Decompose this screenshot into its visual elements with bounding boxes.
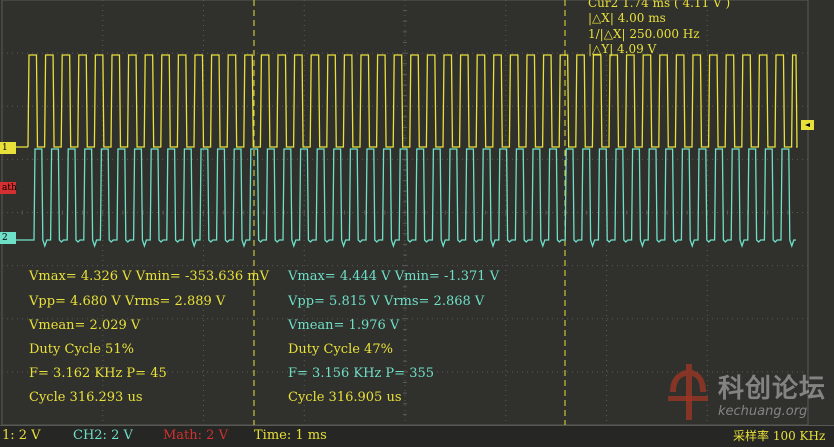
ch2-vmean: Vmean= 1.976 V	[288, 318, 400, 333]
math-scale[interactable]: Math: 2 V	[163, 428, 228, 443]
ch2-frequency: F= 3.156 KHz P= 355	[288, 366, 435, 381]
ch1-marker[interactable]: 1	[0, 142, 16, 154]
cursor2-readout: Cur2 1.74 ms ( 4.11 V )	[588, 0, 731, 10]
delta-x-readout: |△X| 4.00 ms	[588, 11, 666, 25]
status-bar: 1: 2 V CH2: 2 V Math: 2 V Time: 1 ms 采样率…	[0, 425, 834, 447]
ch1-vpp-vrms: Vpp= 4.680 V Vrms= 2.889 V	[29, 294, 226, 309]
ch2-vmax-vmin: Vmax= 4.444 V Vmin= -1.371 V	[288, 269, 500, 284]
ch2-scale[interactable]: CH2: 2 V	[73, 428, 133, 443]
ch1-scale[interactable]: 1: 2 V	[2, 428, 41, 443]
sample-rate: 采样率 100 KHz	[733, 429, 826, 443]
watermark-text: 科创论坛	[718, 374, 827, 404]
watermark: 科创论坛 kechuang.org	[662, 362, 832, 424]
ch1-vmax-vmin: Vmax= 4.326 V Vmin= -353.636 mV	[29, 269, 269, 284]
ch2-cycle: Cycle 316.905 us	[288, 390, 402, 405]
ch1-frequency: F= 3.162 KHz P= 45	[29, 366, 167, 381]
trigger-level-marker[interactable]	[801, 120, 814, 130]
ch2-vpp-vrms: Vpp= 5.815 V Vrms= 2.868 V	[288, 294, 485, 309]
ch2-duty-cycle: Duty Cycle 47%	[288, 342, 393, 357]
waveform-screen: 1 ath 2 Cur2 1.74 ms ( 4.11 V ) |△X| 4.0…	[0, 0, 832, 425]
delta-y-readout: |△Y| 4.09 V	[588, 42, 657, 56]
watermark-url: kechuang.org	[718, 404, 808, 419]
ch1-vmean: Vmean= 2.029 V	[29, 318, 141, 333]
timebase[interactable]: Time: 1 ms	[254, 428, 327, 443]
ch2-marker[interactable]: 2	[0, 232, 16, 244]
kechuang-logo-icon	[668, 364, 708, 420]
ch2-trace	[28, 148, 796, 249]
math-marker[interactable]: ath	[0, 182, 17, 194]
ch1-trace	[27, 54, 798, 148]
ch1-duty-cycle: Duty Cycle 51%	[29, 342, 134, 357]
inverse-delta-x-readout: 1/|△X| 250.000 Hz	[588, 27, 700, 41]
ch1-cycle: Cycle 316.293 us	[29, 390, 143, 405]
waveform-traces	[16, 0, 798, 425]
